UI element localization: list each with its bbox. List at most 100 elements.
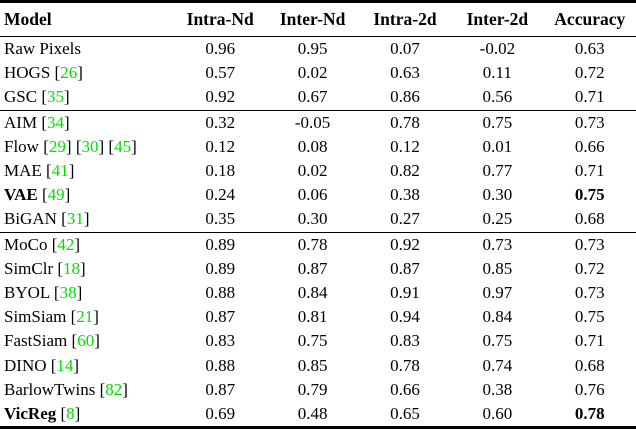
table-row: Raw Pixels 0.96 0.95 0.07 -0.02 0.63 [0,37,636,62]
value-cell: 0.57 [205,63,236,83]
value-cell: 0.38 [390,185,420,205]
value-cell: 0.72 [574,63,605,83]
column-header-accuracy: Accuracy [543,1,636,37]
citation-ref[interactable]: [30] [71,136,105,156]
value-cell: 0.12 [390,136,420,156]
model-cell: SimSiam [21] [0,305,174,329]
model-name: Flow [4,136,39,156]
model-cell: HOGS [26] [0,61,174,85]
value-cell: 0.60 [482,404,513,424]
table-row: MAE [41] 0.18 0.02 0.82 0.77 0.71 [0,159,636,183]
table-group-1: Raw Pixels 0.96 0.95 0.07 -0.02 0.63 HOGS [26]… [0,37,636,111]
model-cell: SimClr [18] [0,257,174,281]
model-cell: GSC [35] [0,85,174,110]
table-row: FastSiam [60] 0.83 0.75 0.83 0.75 0.71 [0,329,636,353]
model-name: MoCo [4,234,48,254]
value-cell: 0.75 [574,185,605,205]
column-header-intra-nd: Intra-Nd [174,1,267,37]
value-cell: 0.81 [297,307,328,327]
citation-ref[interactable]: [8] [56,404,81,424]
value-cell: 0.79 [297,379,328,399]
value-cell: 0.83 [390,331,420,351]
column-header-inter-nd: Inter-Nd [266,1,359,37]
citation-ref[interactable]: [35] [37,87,70,107]
value-cell: 0.92 [390,234,420,254]
value-cell: 0.86 [390,87,420,107]
citation-ref[interactable]: [26] [50,63,83,83]
citation-ref[interactable]: [31] [56,209,90,229]
table-row: AIM [34] 0.32 -0.05 0.78 0.75 0.73 [0,110,636,135]
value-cell: 0.71 [574,87,605,107]
value-cell: 0.32 [205,112,236,132]
model-cell: FastSiam [60] [0,329,174,353]
citation-ref[interactable]: [34] [37,112,70,132]
citation-number: 42 [57,234,75,254]
value-cell: 0.76 [574,379,605,399]
citation-ref[interactable]: [29] [38,136,72,156]
value-cell: 0.69 [205,404,236,424]
value-cell: 0.18 [205,161,236,181]
value-cell: 0.30 [482,185,513,205]
value-cell: 0.87 [205,379,236,399]
value-cell: 0.85 [297,355,328,375]
citation-ref[interactable]: [14] [46,355,80,375]
citation-ref[interactable]: [45] [104,136,137,156]
citation-ref[interactable]: [41] [41,161,75,181]
value-cell: 0.82 [390,161,420,181]
model-cell: DINO [14] [0,354,174,378]
value-cell: 0.87 [390,258,420,278]
table-group-3: MoCo [42] 0.89 0.78 0.92 0.73 0.73 SimClr [18]… [0,232,636,428]
value-cell: 0.87 [205,307,236,327]
citation-ref[interactable]: [21] [66,307,99,327]
table-row: SimSiam [21] 0.87 0.81 0.94 0.84 0.75 [0,305,636,329]
value-cell: 0.12 [205,136,236,156]
value-cell: 0.72 [574,258,605,278]
table-row: BYOL [38] 0.88 0.84 0.91 0.97 0.73 [0,281,636,305]
value-cell: 0.24 [205,185,236,205]
model-name: AIM [4,112,38,132]
model-name: VAE [4,185,38,205]
value-cell: -0.02 [479,39,516,58]
citation-ref[interactable]: [42] [47,234,81,254]
value-cell: 0.35 [205,209,236,229]
citation-number: 30 [81,136,99,156]
column-header-model: Model [0,1,174,37]
value-cell: 0.11 [482,63,512,83]
value-cell: 0.07 [390,39,420,58]
model-cell: BYOL [38] [0,281,174,305]
table-row: BarlowTwins [82] 0.87 0.79 0.66 0.38 0.76 [0,378,636,402]
value-cell: 0.66 [390,379,420,399]
citation-number: 45 [114,136,132,156]
value-cell: 0.75 [297,331,328,351]
citation-ref[interactable]: [60] [67,331,100,351]
value-cell: -0.05 [294,112,331,132]
citation-ref[interactable]: [82] [95,379,128,399]
model-name: BiGAN [4,209,57,229]
model-name: DINO [4,355,47,375]
value-cell: 0.27 [390,209,420,229]
model-name: GSC [4,87,38,107]
citation-number: 8 [66,404,75,424]
citation-number: 18 [63,258,81,278]
model-cell: MoCo [42] [0,232,174,257]
citation-ref[interactable]: [49] [37,185,71,205]
model-cell: Raw Pixels [0,37,174,62]
value-cell: 0.68 [574,209,605,229]
value-cell: 0.73 [574,234,605,254]
citation-number: 35 [47,87,64,107]
model-name: BarlowTwins [4,379,96,399]
citation-ref[interactable]: [38] [49,283,83,303]
column-header-inter-2d: Inter-2d [451,1,544,37]
value-cell: 0.88 [205,355,236,375]
model-name: BYOL [4,283,50,303]
value-cell: 0.08 [297,136,328,156]
citation-ref[interactable]: [18] [53,258,86,278]
value-cell: 0.01 [482,136,513,156]
value-cell: 0.25 [482,209,513,229]
model-name: Raw Pixels [4,39,81,58]
value-cell: 0.48 [297,404,328,424]
citation-number: 26 [60,63,78,83]
value-cell: 0.67 [297,87,328,107]
model-name: SimSiam [4,307,67,327]
